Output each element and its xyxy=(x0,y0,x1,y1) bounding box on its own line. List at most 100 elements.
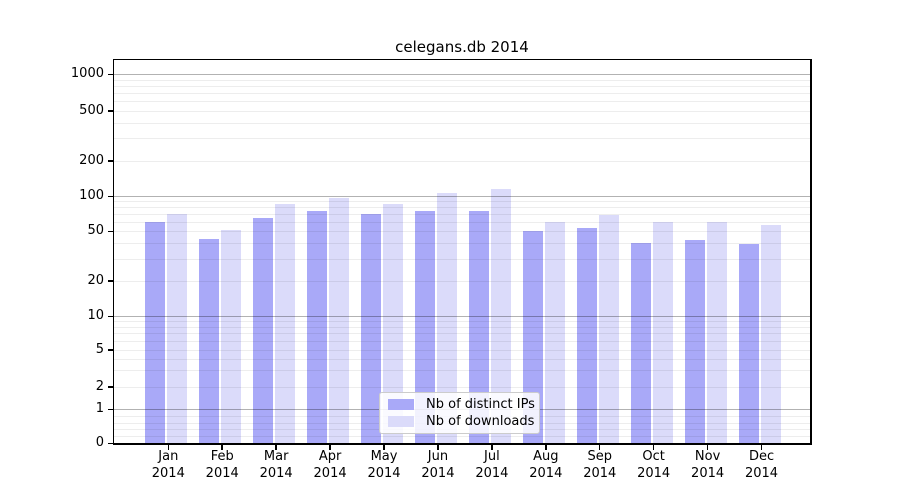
x-tick-month: May xyxy=(370,449,398,464)
minor-gridline xyxy=(114,100,810,102)
x-tick-year: 2014 xyxy=(691,466,725,481)
bar-jun-distinct-ips xyxy=(414,210,435,443)
x-tick-label: Dec 2014 xyxy=(735,448,789,482)
x-tick-label: Sep 2014 xyxy=(573,448,627,482)
bar-apr-downloads xyxy=(329,197,350,443)
minor-gridline xyxy=(114,280,810,282)
x-tick-mark xyxy=(221,444,223,450)
y-tick-mark xyxy=(107,230,113,232)
minor-gridline xyxy=(114,321,810,323)
x-tick-mark xyxy=(652,444,655,450)
bar-jul-distinct-ips xyxy=(468,211,489,443)
x-tick-year: 2014 xyxy=(583,466,617,481)
x-tick-month: Jan xyxy=(158,449,179,464)
x-tick-mark xyxy=(491,444,493,450)
x-tick-month: Apr xyxy=(318,449,342,464)
x-tick-label: Feb 2014 xyxy=(195,448,249,482)
legend-swatch-downloads xyxy=(388,416,414,427)
minor-gridline xyxy=(114,358,810,360)
bar-apr-distinct-ips xyxy=(307,210,328,443)
x-tick-mark xyxy=(383,444,385,450)
minor-gridline xyxy=(114,349,810,351)
x-tick-year: 2014 xyxy=(151,466,185,481)
bar-jul-downloads xyxy=(490,188,511,443)
x-tick-label: Jun 2014 xyxy=(411,448,465,482)
minor-gridline xyxy=(114,110,810,112)
y-tick-label: 1000 xyxy=(70,66,104,81)
bar-sep-distinct-ips xyxy=(576,228,597,443)
x-tick-mark xyxy=(167,444,170,450)
x-tick-label: Nov 2014 xyxy=(681,448,735,482)
major-gridline xyxy=(114,74,810,75)
bar-mar-downloads xyxy=(275,204,296,443)
plot-spine-top xyxy=(112,58,812,60)
x-tick-mark xyxy=(760,444,763,450)
y-tick-mark xyxy=(107,280,113,282)
minor-gridline xyxy=(114,92,810,94)
y-tick-mark xyxy=(107,110,113,112)
x-tick-year: 2014 xyxy=(367,466,401,481)
minor-gridline xyxy=(114,258,810,260)
minor-gridline xyxy=(114,333,810,335)
bar-feb-distinct-ips xyxy=(199,239,220,443)
y-tick-mark xyxy=(107,160,113,162)
bar-dec-downloads xyxy=(760,225,781,443)
minor-gridline xyxy=(114,85,810,87)
x-tick-year: 2014 xyxy=(744,466,779,481)
bar-jan-distinct-ips xyxy=(145,221,166,443)
bar-mar-distinct-ips xyxy=(253,217,274,443)
x-tick-mark xyxy=(706,444,709,450)
minor-gridline xyxy=(114,122,810,124)
minor-gridline xyxy=(114,243,810,245)
x-tick-label: Apr 2014 xyxy=(303,448,357,482)
minor-gridline xyxy=(114,231,810,232)
x-tick-year: 2014 xyxy=(313,466,347,481)
x-tick-label: Mar 2014 xyxy=(249,448,303,482)
bar-may-downloads xyxy=(383,204,404,443)
legend-label-distinct-ips: Nb of distinct IPs xyxy=(426,397,535,412)
x-tick-year: 2014 xyxy=(205,466,239,481)
x-tick-month: Jun xyxy=(427,449,449,464)
x-tick-label: May 2014 xyxy=(357,448,411,482)
x-tick-month: Dec xyxy=(748,449,775,464)
x-tick-month: Aug xyxy=(533,449,559,464)
y-tick-label: 1 xyxy=(95,401,104,416)
bar-feb-downloads xyxy=(221,230,242,443)
minor-gridline xyxy=(114,79,810,81)
legend-item-downloads: Nb of downloads xyxy=(388,414,534,429)
bar-nov-distinct-ips xyxy=(684,240,705,443)
x-tick-month: Nov xyxy=(694,449,721,464)
minor-gridline xyxy=(114,326,810,328)
minor-gridline xyxy=(114,160,810,162)
y-tick-mark xyxy=(107,349,113,351)
y-tick-label: 20 xyxy=(87,272,104,288)
x-tick-mark xyxy=(329,444,331,450)
bar-dec-distinct-ips xyxy=(738,244,759,443)
bar-jan-downloads xyxy=(167,214,188,443)
minor-gridline xyxy=(114,138,810,140)
x-tick-label: Jan 2014 xyxy=(141,448,195,482)
y-tick-label: 200 xyxy=(79,152,104,168)
x-tick-month: Feb xyxy=(210,449,234,464)
chart-title: celegans.db 2014 xyxy=(395,38,529,56)
y-tick-mark xyxy=(107,315,113,317)
x-tick-month: Jul xyxy=(484,449,500,464)
x-tick-month: Mar xyxy=(263,449,289,464)
legend: Nb of distinct IPs Nb of downloads xyxy=(379,392,540,434)
major-gridline xyxy=(114,196,810,197)
minor-gridline xyxy=(114,386,810,388)
x-tick-label: Jul 2014 xyxy=(465,448,519,482)
minor-gridline xyxy=(114,201,810,203)
y-tick-label: 0 xyxy=(95,435,104,450)
x-tick-year: 2014 xyxy=(421,466,455,481)
y-tick-mark xyxy=(107,442,113,444)
plot-spine-bottom xyxy=(112,443,812,445)
y-tick-mark xyxy=(107,73,113,75)
y-tick-label: 100 xyxy=(79,188,104,203)
major-gridline xyxy=(114,316,810,317)
bar-oct-distinct-ips xyxy=(630,243,651,443)
